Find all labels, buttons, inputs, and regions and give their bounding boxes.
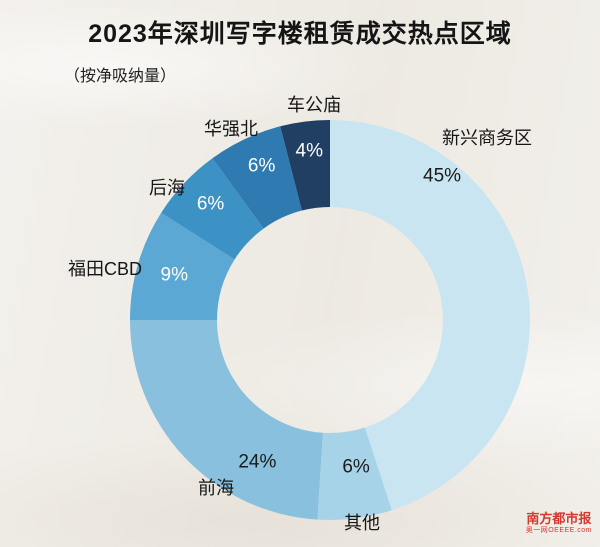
slice-label-emerging-business-district: 新兴商务区: [442, 128, 532, 148]
donut-percent-1: 6%: [342, 457, 370, 478]
chart-title: 2023年深圳写字楼租赁成交热点区域: [88, 20, 512, 48]
publisher-site: 奥一网OEEEE.com: [525, 526, 592, 534]
slice-label-qianhai: 前海: [198, 478, 234, 498]
donut-slice-2: [130, 320, 323, 520]
donut-percent-4: 6%: [197, 194, 225, 215]
chart-subtitle: （按净吸纳量）: [64, 68, 177, 85]
donut-percent-2: 24%: [238, 452, 276, 473]
slice-label-other: 其他: [344, 513, 380, 533]
donut-percent-0: 45%: [423, 166, 461, 187]
donut-slice-0: [330, 120, 530, 511]
donut-slice-4: [161, 158, 264, 260]
donut-slice-3: [130, 212, 235, 320]
slice-label-chegongmiao: 车公庙: [287, 95, 341, 115]
donut-slice-5: [212, 126, 302, 229]
donut-slice-6: [280, 120, 330, 211]
slice-label-futian-cbd: 福田CBD: [67, 259, 143, 279]
donut-percent-5: 6%: [248, 156, 276, 177]
donut-percent-3: 9%: [161, 264, 189, 285]
slice-label-huaqiangbei: 华强北: [204, 119, 258, 139]
publisher-logo: 南方都市报 奥一网OEEEE.com: [525, 511, 592, 535]
slice-label-houhai: 后海: [149, 178, 185, 198]
publisher-name: 南方都市报: [526, 511, 592, 527]
donut-percent-6: 4%: [296, 140, 324, 161]
donut-slice-1: [317, 427, 392, 521]
